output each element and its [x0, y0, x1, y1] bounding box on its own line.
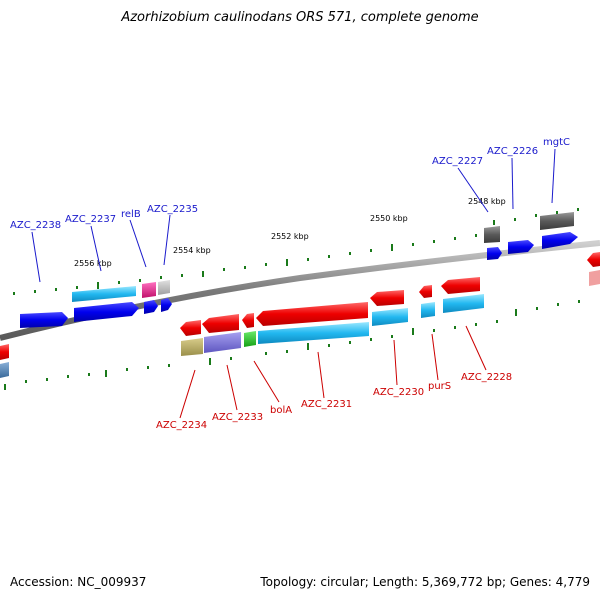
label-AZC_2230: AZC_2230	[373, 387, 424, 398]
gene-AZC_2237-top-half[interactable]	[72, 286, 136, 302]
gene-AZC_2227-box[interactable]	[484, 226, 500, 243]
label-AZC_2235: AZC_2235	[147, 204, 198, 215]
gene-bolA[interactable]	[242, 313, 254, 328]
gene-AZC_2235-box[interactable]	[158, 280, 170, 295]
scale-label-2556: 2556 kbp	[74, 259, 112, 268]
label-AZC_2226: AZC_2226	[487, 146, 538, 157]
bottom-strand-genes	[0, 252, 600, 378]
gene-mgtC-box[interactable]	[540, 212, 574, 230]
gene-AZC_2231-box[interactable]	[258, 322, 369, 344]
top-strand-genes	[20, 212, 578, 328]
gene-AZC_2226[interactable]	[508, 240, 534, 254]
genome-stats-text: Topology: circular; Length: 5,369,772 bp…	[260, 575, 590, 589]
genome-title: Azorhizobium caulinodans ORS 571, comple…	[121, 10, 479, 25]
gene-AZC_2234-box[interactable]	[181, 338, 203, 356]
label-AZC_2231: AZC_2231	[301, 399, 352, 410]
gene-purS-box[interactable]	[421, 302, 435, 318]
label-purS: purS	[428, 381, 451, 392]
label-AZC_2237: AZC_2237	[65, 214, 116, 225]
gene-right-edge-red[interactable]	[587, 252, 600, 267]
gene-AZC_2235[interactable]	[161, 298, 172, 312]
label-AZC_2233: AZC_2233	[212, 412, 263, 423]
label-AZC_2227: AZC_2227	[432, 156, 483, 167]
scale-label-2552: 2552 kbp	[271, 232, 309, 241]
scale-label-2550: 2550 kbp	[370, 214, 408, 223]
gene-relB-box[interactable]	[142, 282, 156, 298]
gene-left-edge-red[interactable]	[0, 344, 9, 360]
label-AZC_2228: AZC_2228	[461, 372, 512, 383]
gene-relB[interactable]	[144, 300, 158, 314]
gene-AZC_2234[interactable]	[180, 320, 201, 336]
bottom-leader-lines	[179, 325, 487, 419]
gene-mgtC[interactable]	[542, 232, 578, 249]
label-mgtC: mgtC	[543, 137, 570, 148]
label-AZC_2234: AZC_2234	[156, 420, 207, 431]
upper-tick-row	[13, 208, 579, 295]
gene-left-edge-steel[interactable]	[0, 362, 9, 378]
top-leader-lines	[31, 148, 556, 283]
gene-AZC_2231[interactable]	[256, 302, 368, 326]
scale-label-2554: 2554 kbp	[173, 246, 211, 255]
gene-bolA-box[interactable]	[244, 331, 256, 347]
gene-AZC_2230-box[interactable]	[372, 308, 408, 326]
gene-AZC_2228-box[interactable]	[443, 294, 484, 313]
gene-right-edge-pink[interactable]	[589, 270, 600, 286]
gene-AZC_2233-box[interactable]	[204, 332, 241, 353]
gene-AZC_2230[interactable]	[370, 290, 404, 306]
scale-label-2548: 2548 kbp	[468, 197, 506, 206]
gene-AZC_2228[interactable]	[441, 277, 480, 294]
gene-purS[interactable]	[419, 285, 432, 298]
gene-AZC_2233[interactable]	[202, 314, 239, 333]
label-bolA: bolA	[270, 405, 292, 416]
label-relB: relB	[121, 209, 141, 220]
lower-tick-row	[4, 300, 580, 390]
gene-AZC_2238[interactable]	[20, 312, 68, 328]
gene-AZC_2227[interactable]	[487, 247, 502, 260]
accession-text: Accession: NC_009937	[10, 575, 147, 589]
label-AZC_2238: AZC_2238	[10, 220, 61, 231]
gene-AZC_2237[interactable]	[74, 302, 139, 322]
